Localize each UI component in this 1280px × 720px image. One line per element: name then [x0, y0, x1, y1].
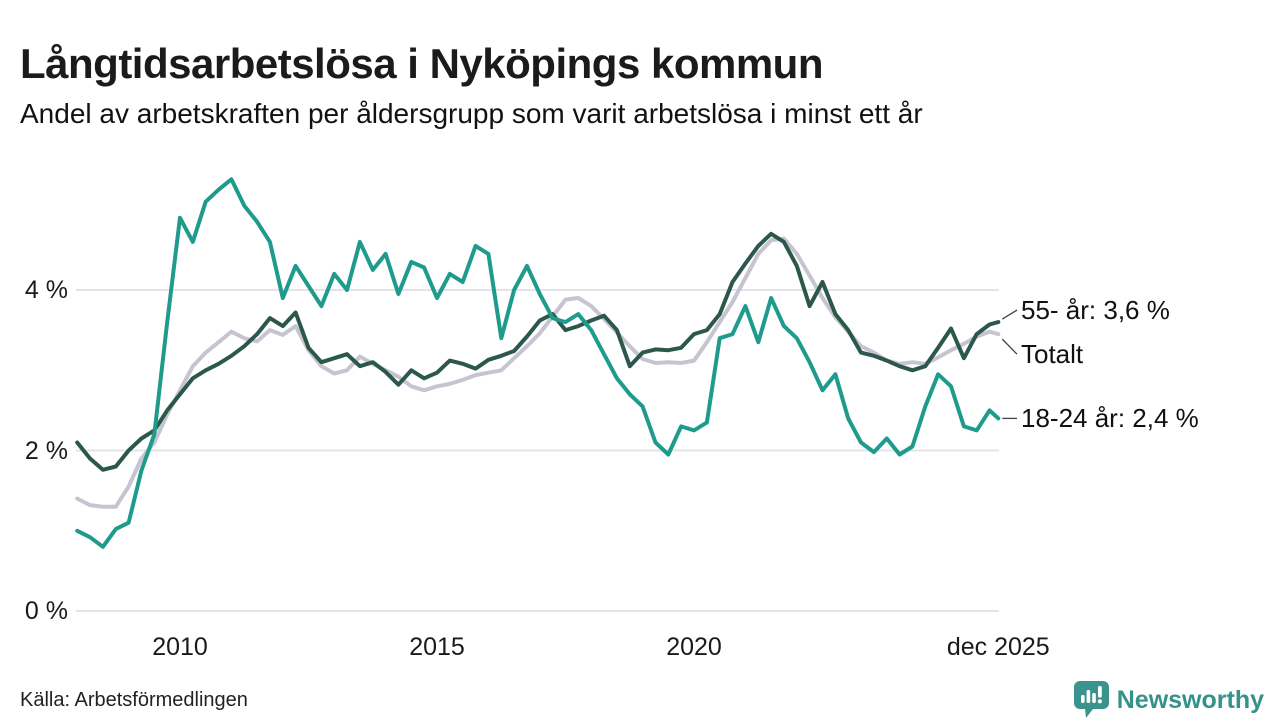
x-tick-label-2010: 2010 — [152, 633, 208, 661]
connector-55--år — [1001, 309, 1018, 320]
label-connectors — [1001, 309, 1018, 420]
x-tick-label-2020: 2020 — [666, 633, 722, 661]
brand-name: Newsworthy — [1116, 686, 1264, 714]
series-label-55--år: 55- år: 3,6 % — [1021, 295, 1170, 326]
chart-title: Långtidsarbetslösa i Nyköpings kommun — [20, 40, 823, 88]
x-tick-label-2015: 2015 — [409, 633, 465, 661]
series-line-18-24-år — [75, 177, 1001, 549]
y-tick-label-0: 0 % — [24, 597, 68, 625]
series-line-Totalt — [75, 236, 1001, 509]
series-line-55--år — [75, 231, 1001, 472]
series-lines — [75, 177, 1001, 549]
brand-logo: Newsworthy — [1073, 680, 1264, 720]
x-tick-label-dec-2025: dec 2025 — [946, 633, 1050, 661]
series-label-Totalt: Totalt — [1021, 339, 1084, 370]
series-label-18-24-år: 18-24 år: 2,4 % — [1021, 403, 1199, 434]
y-tick-label-4: 4 % — [24, 276, 68, 304]
connector-Totalt — [1001, 338, 1018, 355]
chart-subtitle: Andel av arbetskraften per åldersgrupp s… — [20, 98, 923, 129]
source-text: Källa: Arbetsförmedlingen — [20, 689, 248, 711]
y-tick-label-2: 2 % — [24, 436, 68, 465]
newsworthy-icon — [1073, 681, 1109, 718]
